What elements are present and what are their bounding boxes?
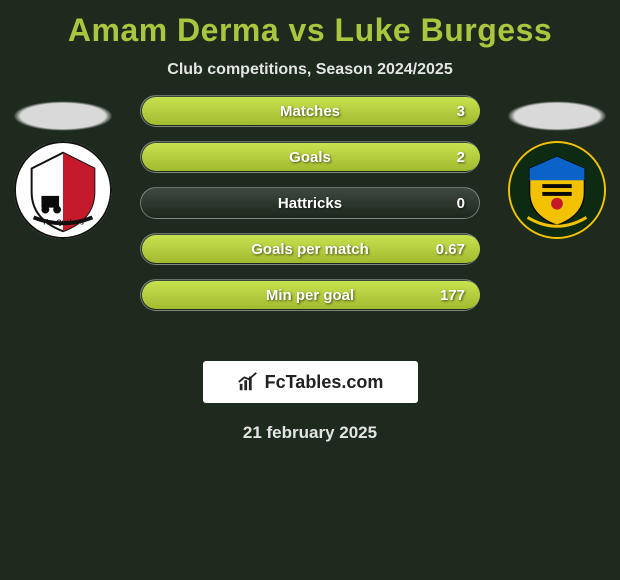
stat-row: Min per goal 177	[140, 279, 480, 311]
stat-row: Goals 2	[140, 141, 480, 173]
stat-rows: Matches 3 Goals 2 Hattricks 0 Goals per …	[140, 95, 480, 325]
player-right-column	[502, 101, 612, 239]
page-title: Amam Derma vs Luke Burgess	[0, 0, 620, 49]
stat-value: 3	[457, 103, 465, 120]
player-left-crest: The Quakers	[14, 141, 112, 239]
stat-row: Matches 3	[140, 95, 480, 127]
player-right-crest	[508, 141, 606, 239]
stat-value: 2	[457, 149, 465, 166]
crest-right-icon	[508, 141, 606, 239]
stat-label: Min per goal	[266, 287, 354, 304]
brand-link[interactable]: FcTables.com	[203, 361, 418, 403]
date-line: 21 february 2025	[0, 423, 620, 443]
stat-value: 177	[440, 287, 465, 304]
stat-label: Goals per match	[251, 241, 369, 258]
subtitle: Club competitions, Season 2024/2025	[0, 61, 620, 79]
stat-label: Goals	[289, 149, 331, 166]
stat-row: Goals per match 0.67	[140, 233, 480, 265]
brand-text: FcTables.com	[265, 372, 384, 393]
player-right-silhouette	[507, 101, 607, 131]
comparison-panel: The Quakers Matches 3 Goals 2	[0, 109, 620, 329]
stat-value: 0.67	[436, 241, 465, 258]
stat-row: Hattricks 0	[140, 187, 480, 219]
svg-text:The Quakers: The Quakers	[42, 219, 84, 226]
crest-left-icon: The Quakers	[14, 141, 112, 239]
stat-value: 0	[457, 195, 465, 212]
player-left-silhouette	[13, 101, 113, 131]
stat-label: Hattricks	[278, 195, 342, 212]
player-left-column: The Quakers	[8, 101, 118, 239]
stat-label: Matches	[280, 103, 340, 120]
chart-icon	[237, 371, 259, 393]
